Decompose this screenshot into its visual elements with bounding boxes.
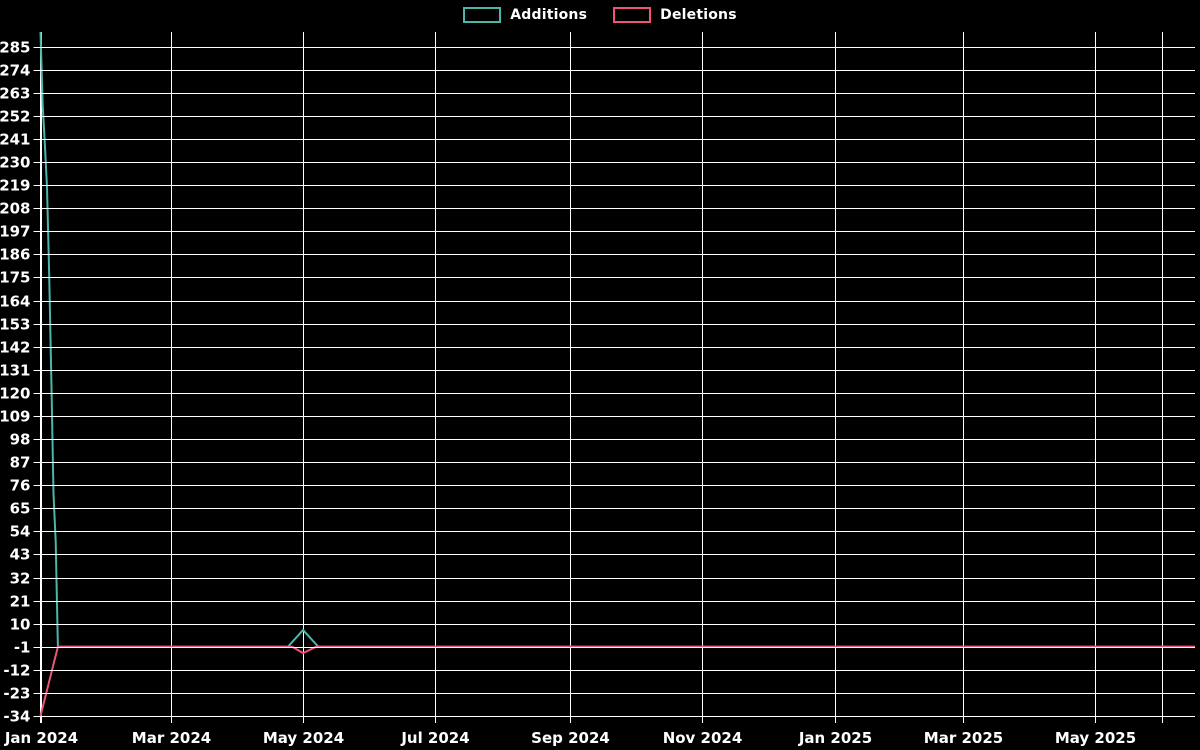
y-tick-label: 32 [10,570,31,588]
x-tick-label: Nov 2024 [663,729,743,747]
y-tick-label: 219 [0,177,31,195]
legend-label-deletions: Deletions [660,7,737,23]
y-tick-label: 153 [0,316,31,334]
legend-label-additions: Additions [510,7,588,23]
x-tick-label: Mar 2025 [924,729,1003,747]
y-tick-label: 164 [0,293,31,311]
y-tick-label: 186 [0,246,31,264]
y-tick-label: 285 [0,39,31,57]
y-tick-label: 263 [0,85,31,103]
y-tick-label: 10 [10,616,31,634]
y-tick-label: 241 [0,131,31,149]
y-tick-label: 142 [0,339,31,357]
series-line-deletions [39,645,1195,717]
y-tick-label: 208 [0,200,31,218]
x-tick-label: Jan 2025 [798,729,872,747]
x-tick-label: May 2024 [263,729,344,747]
y-tick-label: -34 [3,708,30,726]
grid-over-layer: 285 274 263 252 241 230 219 208 197 186 175 164 153 1… [0,39,1195,726]
x-tick-label: Sep 2024 [531,729,610,747]
y-tick-label: 65 [10,500,31,518]
x-tick-label: Mar 2024 [132,729,211,747]
x-tick-label: Jan 2024 [4,729,78,747]
y-tick-label: 87 [10,454,31,472]
y-tick-label: 274 [0,62,31,80]
y-tick-label: 252 [0,108,31,126]
y-tick-label: 76 [10,477,31,495]
y-tick-label: 98 [10,431,31,449]
series-layer [39,31,1195,717]
y-tick-label: 109 [0,408,31,426]
y-tick-label: -1 [14,639,31,657]
y-tick-label: 230 [0,154,31,172]
y-tick-label: -12 [3,662,30,680]
y-tick-label: 131 [0,362,31,380]
y-tick-label: 43 [10,546,31,564]
y-tick-label: 54 [10,523,31,541]
y-tick-label: -23 [3,685,30,703]
legend-item-deletions[interactable]: Deletions [613,7,737,23]
legend-item-additions[interactable]: Additions [463,7,587,23]
x-tick-label: Jul 2024 [400,729,469,747]
x-tick-label: May 2025 [1055,729,1136,747]
deletions-swatch-icon [613,7,652,23]
series-line-additions [39,31,1195,648]
y-tick-label: 21 [10,593,31,611]
y-tick-label: 175 [0,269,31,287]
y-tick-label: 120 [0,385,31,403]
additions-swatch-icon [463,7,502,23]
chart-legend: Additions Deletions [0,7,1200,23]
y-tick-label: 197 [0,223,31,241]
